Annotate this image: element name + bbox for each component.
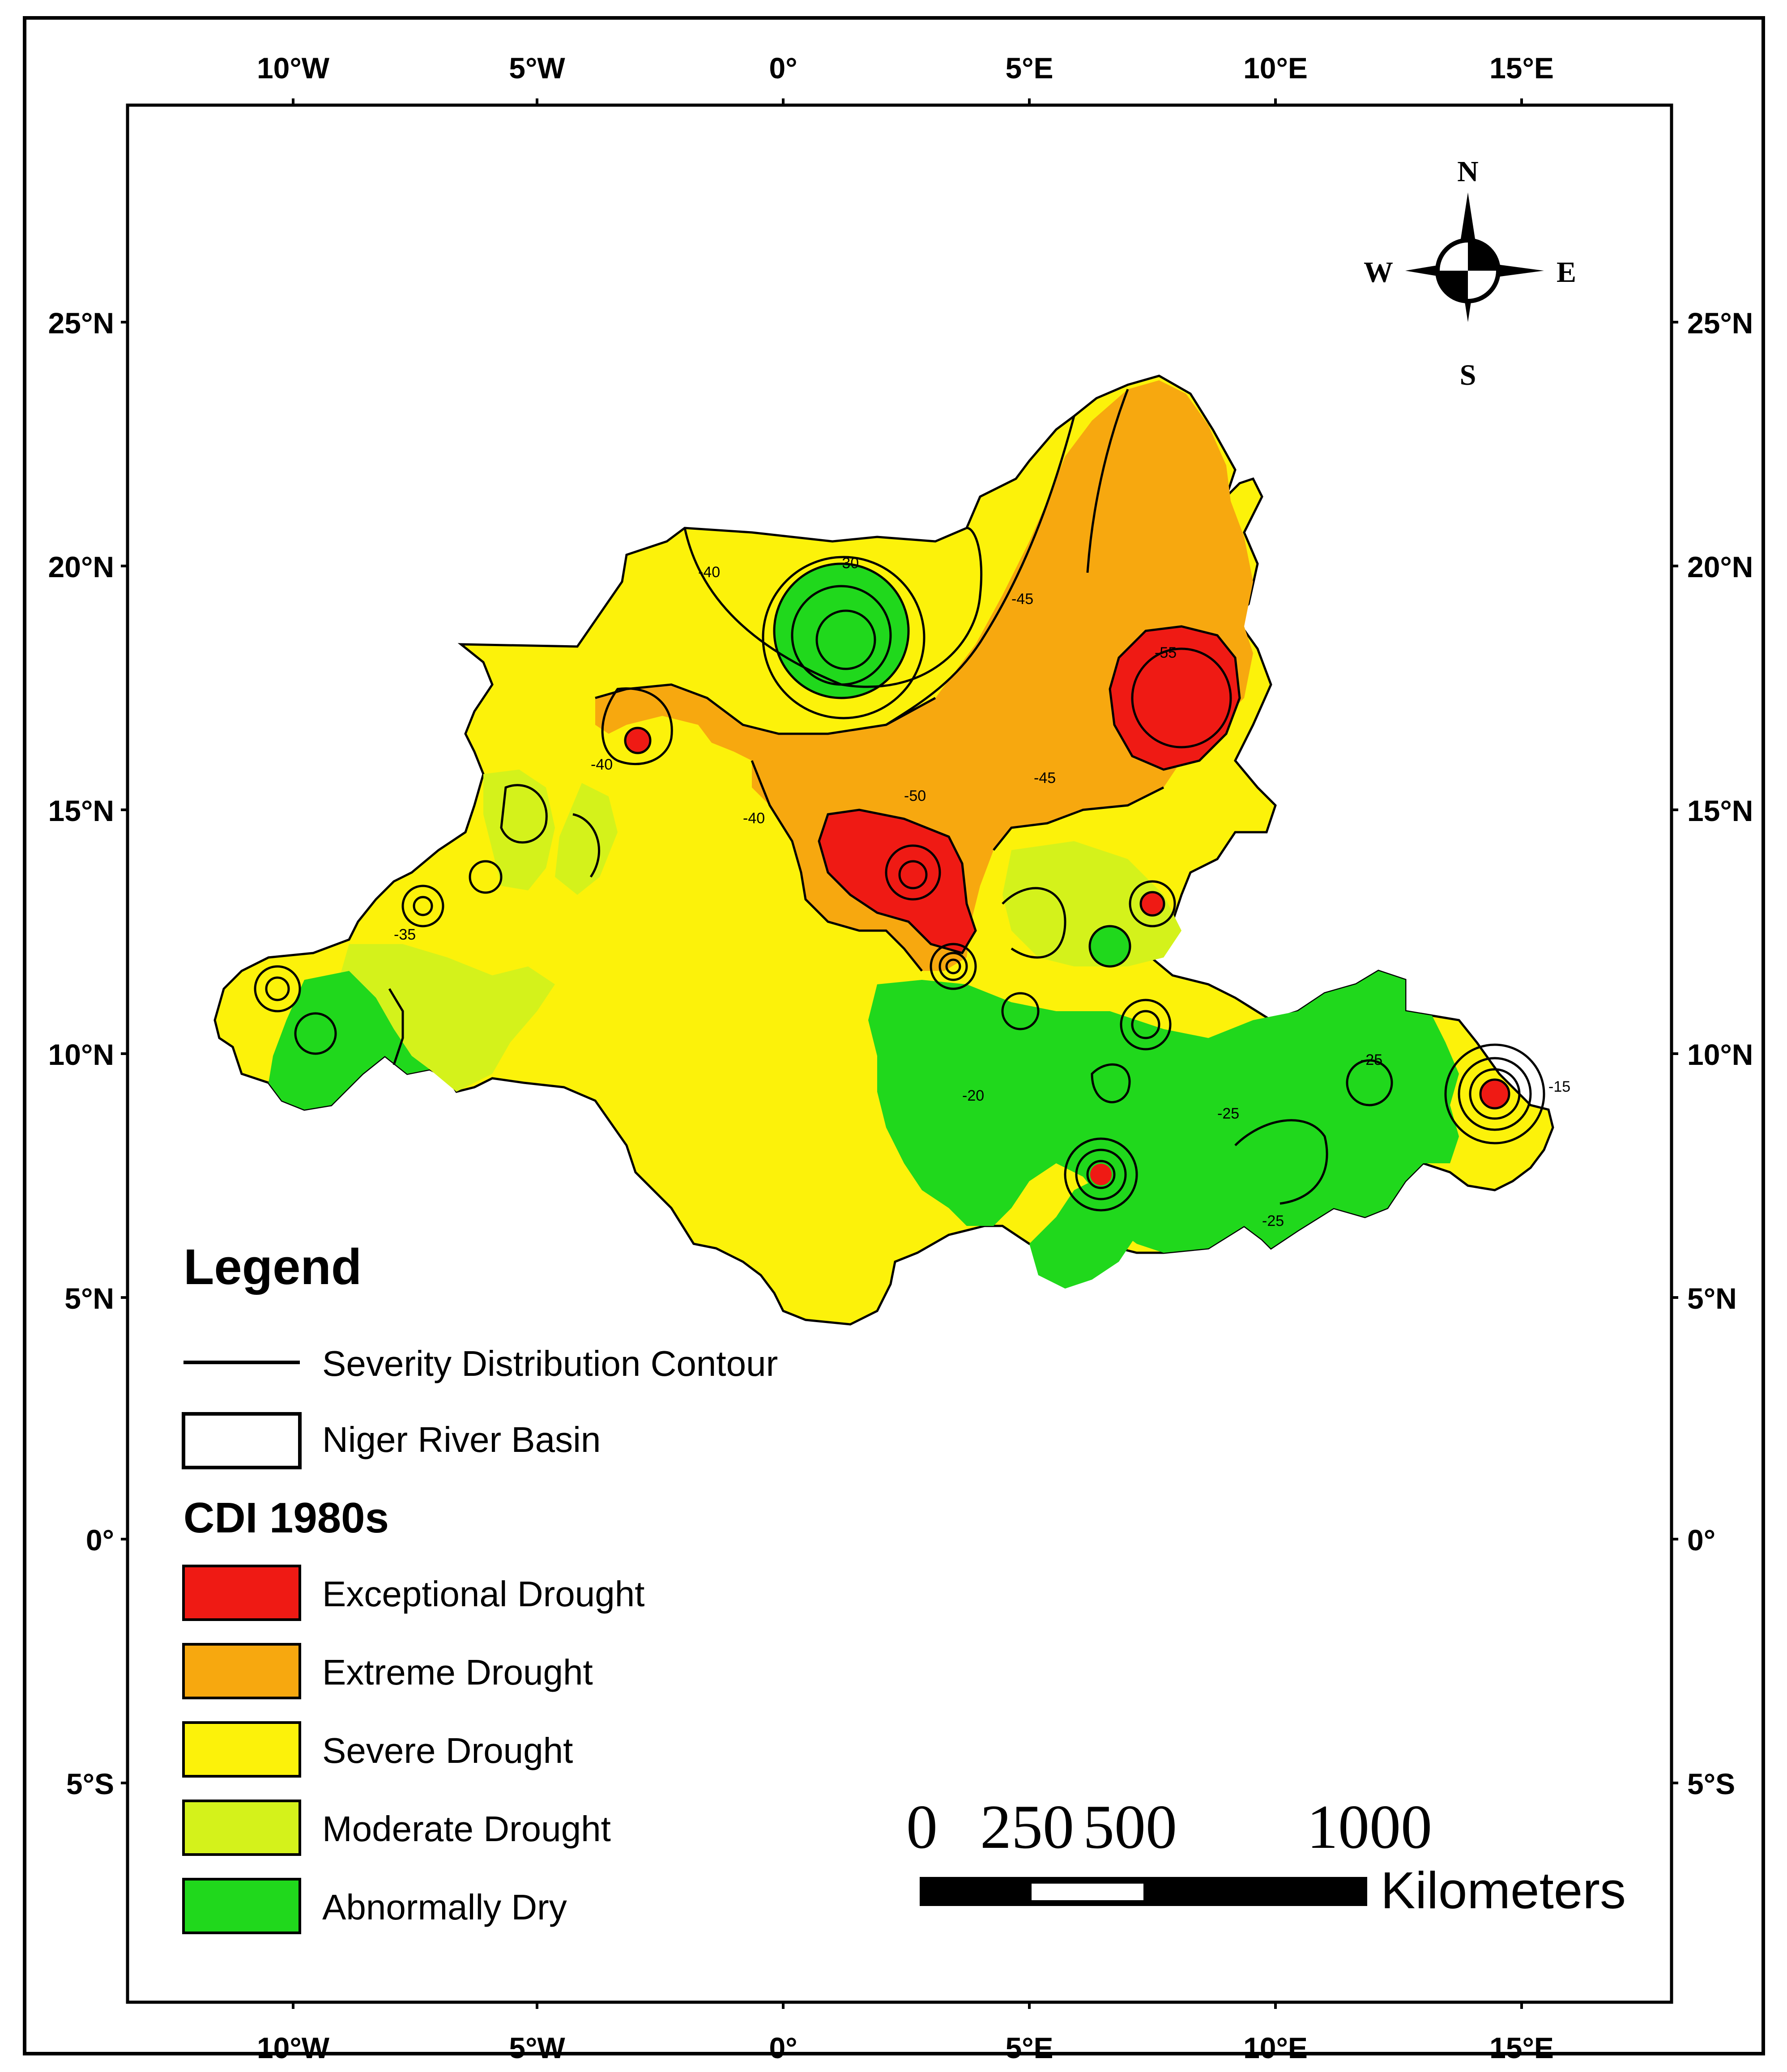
lat-label: 25°N [1687,306,1753,340]
lat-label: 25°N [48,306,114,340]
lon-label: 0° [769,51,797,85]
cdi-title: CDI 1980s [183,1494,389,1542]
contour-label: -40 [698,564,720,581]
contour-label: -20 [962,1087,984,1104]
abnormally-dry-west [269,971,430,1110]
moderate-drought-patch-2 [555,783,618,895]
top-axis: 10°W 5°W 0° 5°E 10°E 15°E [257,51,1554,85]
lat-label: 10°N [1687,1038,1753,1071]
lat-label: 15°N [48,794,114,827]
niger-basin-map: -30 -40 -45 -55 -50 -40 -40 -45 -35 -20 … [213,374,1570,1326]
lat-label: 20°N [48,550,114,583]
lon-label: 15°E [1489,2031,1554,2064]
lon-label: 5°E [1005,2031,1053,2064]
moderate-drought-south [1002,841,1181,966]
contour-label: -25 [1361,1051,1382,1068]
bottom-axis: 10°W 5°W 0° 5°E 10°E 15°E [257,2031,1554,2064]
lat-label: 5°S [1687,1767,1735,1800]
graticule-ticks [121,98,1678,2009]
lon-label: 5°W [509,51,565,85]
north-arrow-icon: N S W E [1364,155,1576,391]
exceptional-drought-label: Exceptional Drought [322,1574,644,1614]
scale-tick-0: 0 [906,1792,938,1862]
severity-contours [254,389,1545,1212]
contour-label: -25 [1217,1105,1239,1122]
contour-label: -35 [394,926,416,943]
moderate-drought-patch-1 [483,770,555,890]
right-axis: 25°N 20°N 15°N 10°N 5°N 0° 5°S [1687,306,1753,1800]
compass-south: S [1460,359,1476,391]
legend-contour-label: Severity Distribution Contour [322,1344,778,1383]
exceptional-drought-small-1 [625,728,650,753]
lon-label: 5°E [1005,51,1053,85]
abnormally-dry-south [868,971,1459,1253]
contour-label: -15 [1548,1078,1570,1095]
lat-label: 0° [86,1523,114,1557]
contour-label: -25 [1262,1213,1284,1230]
abnormally-dry-north-circle [774,564,908,698]
lon-label: 10°E [1243,2031,1308,2064]
lon-label: 0° [769,2031,797,2064]
lon-label: 5°W [509,2031,565,2064]
exceptional-drought-swatch [182,1565,301,1621]
lon-label: 10°W [257,2031,330,2064]
contour-label: -50 [904,787,926,804]
scale-unit: Kilometers [1381,1861,1626,1919]
exceptional-drought-small-4 [1090,1164,1112,1185]
abnormally-dry-small-circle [1090,926,1130,966]
compass-north: N [1457,155,1479,188]
contour-label: -55 [1155,644,1177,661]
exceptional-drought-small-3 [1480,1080,1509,1108]
lon-label: 15°E [1489,51,1554,85]
lon-label: 10°W [257,51,330,85]
lat-label: 5°N [1687,1282,1737,1315]
lat-label: 15°N [1687,794,1753,827]
contour-label: -45 [1011,591,1033,608]
lat-label: 20°N [1687,550,1753,583]
scale-tick-250: 250 [980,1792,1074,1862]
extreme-drought-swatch [182,1643,301,1699]
severe-drought-label: Severe Drought [322,1731,573,1770]
compass-west: W [1364,256,1393,289]
lat-label: 10°N [48,1038,114,1071]
abnormally-dry-label: Abnormally Dry [322,1887,567,1927]
severe-drought-swatch [182,1721,301,1778]
legend-basin-label: Niger River Basin [322,1420,601,1459]
lat-label: 5°N [64,1282,114,1315]
scale-bar: 0 250 500 1000 Kilometers [906,1792,1626,1919]
scale-tick-1000: 1000 [1307,1792,1432,1862]
exceptional-drought-east [1110,626,1240,770]
extreme-drought-label: Extreme Drought [322,1652,593,1692]
contour-label: -45 [1034,770,1056,787]
lon-label: 10°E [1243,51,1308,85]
contour-label: -40 [591,756,613,773]
abnormally-dry-swatch [182,1878,301,1934]
legend-title: Legend [183,1239,362,1295]
lat-label: 5°S [66,1767,114,1800]
contour-label: -30 [837,555,859,572]
scale-segment-white [1032,1884,1143,1900]
exceptional-drought-central [819,810,976,953]
basin-boundary-symbol [182,1412,302,1469]
legend: Legend Severity Distribution Contour Nig… [182,1239,778,1934]
exceptional-drought-small-2 [1141,892,1164,915]
extreme-drought-central [595,380,1253,971]
left-axis: 25°N 20°N 15°N 10°N 5°N 0° 5°S [48,306,114,1800]
compass-east: E [1557,256,1576,289]
scale-tick-500: 500 [1083,1792,1177,1862]
moderate-drought-label: Moderate Drought [322,1809,611,1849]
lat-label: 0° [1687,1523,1715,1557]
contour-labels: -30 -40 -45 -55 -50 -40 -40 -45 -35 -20 … [394,555,1570,1230]
moderate-drought-swatch [182,1800,301,1856]
contour-label: -40 [743,810,765,827]
